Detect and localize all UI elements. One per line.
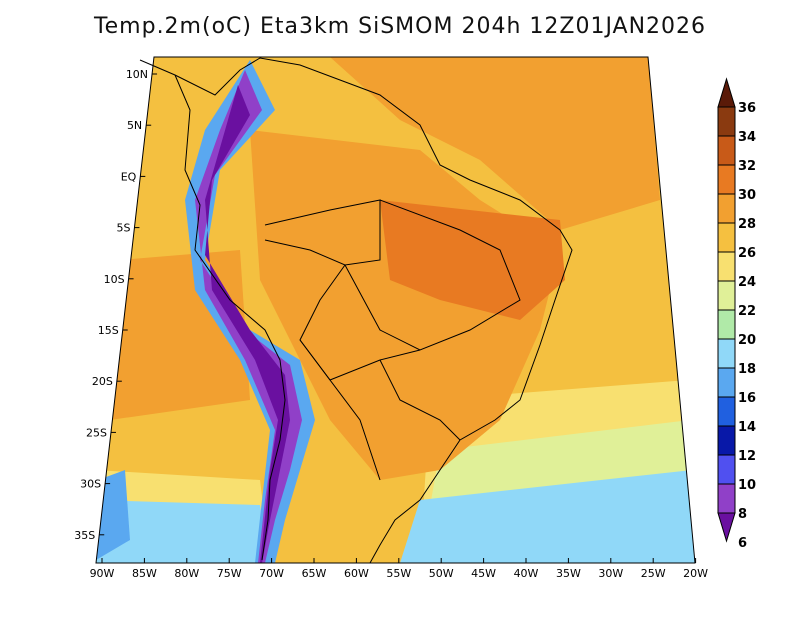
lon-tick-label: 75W	[217, 567, 242, 580]
lon-tick-label: 30W	[598, 567, 623, 580]
colorbar-label: 14	[738, 420, 756, 435]
colorbar-swatch	[717, 251, 736, 282]
colorbar-swatch	[717, 367, 736, 398]
latitude-axis: 10N 5N EQ 5S 10S 15S 20S 25S 30S 35S	[74, 68, 158, 542]
colorbar-label: 30	[738, 188, 756, 203]
colorbar-label: 24	[738, 275, 756, 290]
lat-tick-label: 30S	[80, 478, 101, 491]
lon-tick-label: 60W	[344, 567, 369, 580]
colorbar-swatch	[717, 396, 736, 427]
colorbar-label: 18	[738, 362, 756, 377]
colorbar-swatch	[717, 135, 736, 166]
temperature-field	[96, 57, 695, 563]
lon-tick-label: 55W	[386, 567, 411, 580]
lon-tick-label: 25W	[641, 567, 666, 580]
colorbar-swatch	[717, 280, 736, 311]
colorbar-label: 22	[738, 304, 756, 319]
map-frame	[95, 56, 696, 564]
lat-tick-label: 35S	[74, 529, 95, 542]
colorbar-label: 6	[738, 536, 747, 551]
colorbar-swatch	[717, 106, 736, 137]
colorbar-label: 8	[738, 507, 747, 522]
colorbar-max-arrow	[717, 77, 736, 108]
lat-tick-label: EQ	[121, 170, 137, 183]
lon-tick-label: 40W	[514, 567, 539, 580]
colorbar-swatch	[717, 425, 736, 456]
colorbar-swatch	[717, 338, 736, 369]
lat-tick-label: 10N	[126, 68, 148, 81]
lon-tick-label: 85W	[132, 567, 157, 580]
colorbar-swatch	[717, 454, 736, 485]
colorbar: 36 34 32 30 28 26 24 22 20 18 16 14 12 10 8 6	[717, 77, 756, 551]
lat-tick-label: 5N	[127, 119, 142, 132]
colorbar-swatch	[717, 309, 736, 340]
colorbar-swatch	[717, 483, 736, 514]
lat-tick-label: 25S	[86, 426, 107, 439]
lon-tick-label: 20W	[683, 567, 708, 580]
map-title: Temp.2m(oC) Eta3km SiSMOM 204h 12Z01JAN2…	[93, 14, 707, 39]
lat-tick-label: 10S	[104, 273, 125, 286]
colorbar-label: 12	[738, 449, 756, 464]
colorbar-label: 36	[738, 101, 756, 116]
colorbar-label: 28	[738, 217, 756, 232]
lon-tick-label: 90W	[90, 567, 115, 580]
lat-tick-label: 5S	[116, 222, 130, 235]
colorbar-swatch	[717, 164, 736, 195]
lat-tick-label: 15S	[98, 324, 119, 337]
colorbar-label: 16	[738, 391, 756, 406]
colorbar-label: 10	[738, 478, 756, 493]
colorbar-min-arrow	[717, 512, 736, 543]
lon-tick-label: 35W	[556, 567, 581, 580]
colorbar-label: 20	[738, 333, 756, 348]
lon-tick-label: 80W	[174, 567, 199, 580]
colorbar-swatch	[717, 193, 736, 224]
lon-tick-label: 70W	[259, 567, 284, 580]
colorbar-label: 34	[738, 130, 756, 145]
lon-tick-label: 45W	[471, 567, 496, 580]
lat-tick-label: 20S	[92, 375, 113, 388]
longitude-axis: 90W 85W 80W 75W 70W 65W 60W 55W 50W 45W 40W 35W 30W 2…	[90, 558, 708, 580]
colorbar-swatch	[717, 222, 736, 253]
colorbar-label: 32	[738, 159, 756, 174]
lon-tick-label: 50W	[429, 567, 454, 580]
map-borders	[139, 57, 573, 564]
lon-tick-label: 65W	[302, 567, 327, 580]
colorbar-label: 26	[738, 246, 756, 261]
